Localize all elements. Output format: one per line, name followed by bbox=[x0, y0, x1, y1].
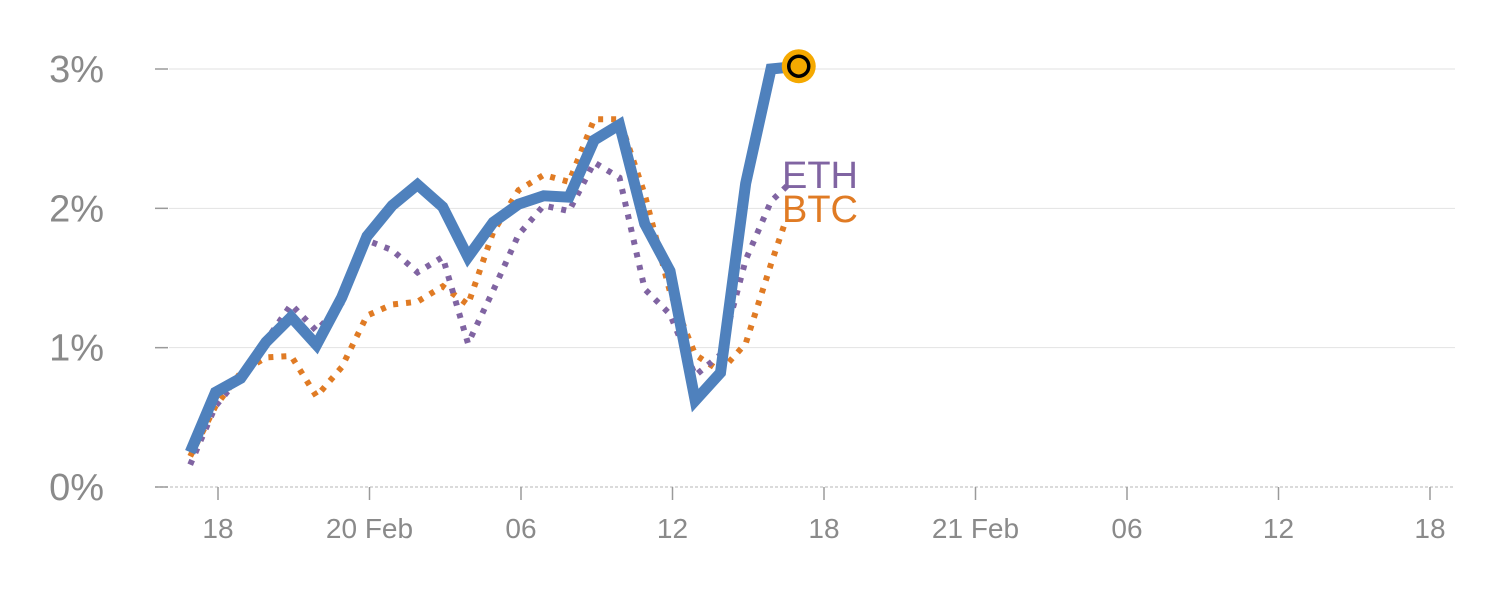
eth-series-line bbox=[187, 158, 794, 466]
series-label-eth: ETH bbox=[782, 155, 858, 197]
x-tick-label: 12 bbox=[657, 513, 688, 544]
axes: 0% 1% 2% 3% 18 20 Feb 06 12 18 21 Feb 06 12 18 bbox=[49, 49, 1446, 544]
x-tick-label: 18 bbox=[808, 513, 839, 544]
x-tick-label: 06 bbox=[1111, 513, 1142, 544]
x-tick-label: 18 bbox=[202, 513, 233, 544]
series bbox=[185, 49, 816, 466]
y-tick-label: 2% bbox=[49, 188, 104, 230]
y-tick-label: 1% bbox=[49, 328, 104, 370]
y-tick-label: 3% bbox=[49, 49, 104, 91]
y-tick-label: 0% bbox=[49, 467, 104, 509]
x-tick-label: 06 bbox=[505, 513, 536, 544]
main-series-line bbox=[185, 60, 800, 455]
x-tick-label: 18 bbox=[1414, 513, 1445, 544]
end-marker bbox=[787, 54, 811, 78]
x-tick-label: 12 bbox=[1263, 513, 1294, 544]
series-label-btc: BTC bbox=[782, 189, 858, 231]
x-tick-label: 20 Feb bbox=[326, 513, 413, 544]
x-tick-label: 21 Feb bbox=[932, 513, 1019, 544]
